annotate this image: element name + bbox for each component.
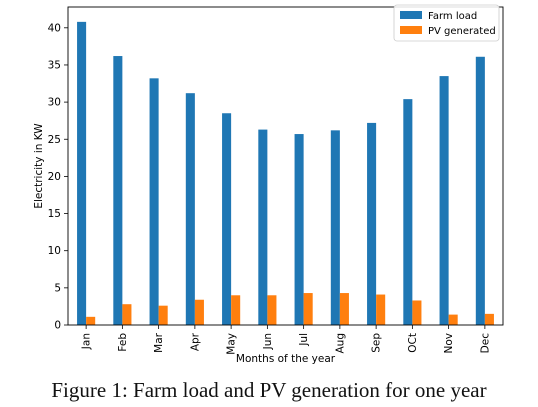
y-tick-label-35: 35 — [48, 59, 61, 71]
x-tick-label-jul: Jul — [298, 333, 310, 347]
bar-farm-load-jul — [294, 134, 304, 325]
y-tick-label-0: 0 — [54, 320, 61, 332]
bar-farm-load-oct — [403, 99, 413, 325]
x-tick-label-nov: Nov — [443, 333, 455, 354]
bar-pv-generated-oct — [412, 300, 422, 325]
legend-swatch-pv-generated — [400, 26, 422, 34]
y-tick-label-5: 5 — [54, 282, 61, 294]
bar-farm-load-sep — [367, 122, 377, 325]
x-tick-label-apr: Apr — [189, 332, 201, 351]
figure-caption: Figure 1: Farm load and PV generation fo… — [51, 378, 487, 402]
y-tick-label-15: 15 — [48, 208, 61, 220]
x-tick-label-sep: Sep — [371, 333, 383, 353]
legend-label-farm-load: Farm load — [428, 11, 477, 22]
bar-pv-generated-aug — [339, 293, 349, 325]
bar-pv-generated-apr — [194, 299, 204, 325]
plot-frame — [67, 6, 504, 326]
x-tick-label-dec: Dec — [479, 333, 491, 354]
bar-pv-generated-jun — [267, 295, 277, 325]
x-tick-label-oct: OCt — [407, 333, 419, 353]
bar-pv-generated-mar — [158, 305, 168, 325]
bar-pv-generated-sep — [376, 294, 386, 325]
x-tick-label-aug: Aug — [334, 333, 346, 354]
bar-pv-generated-nov — [448, 314, 458, 325]
bar-farm-load-feb — [113, 56, 123, 325]
bar-pv-generated-feb — [122, 304, 132, 325]
bar-farm-load-aug — [330, 130, 340, 325]
bar-pv-generated-jul — [303, 293, 313, 325]
y-axis-label: Electricity in KW — [33, 123, 45, 209]
y-tick-label-30: 30 — [48, 97, 61, 109]
x-tick-label-feb: Feb — [117, 333, 129, 352]
y-tick-label-20: 20 — [48, 171, 61, 183]
y-tick-label-10: 10 — [48, 245, 61, 257]
bar-farm-load-jun — [258, 129, 268, 325]
x-axis-label: Months of the year — [236, 353, 336, 365]
bar-pv-generated-may — [231, 295, 241, 325]
x-tick-label-jun: Jun — [262, 333, 274, 350]
y-tick-label-25: 25 — [48, 134, 61, 146]
legend-label-pv-generated: PV generated — [428, 26, 496, 37]
y-tick-label-40: 40 — [48, 22, 61, 34]
legend-swatch-farm-load — [400, 11, 422, 19]
x-tick-label-may: May — [226, 333, 238, 355]
bar-farm-load-nov — [439, 76, 449, 325]
bar-farm-load-apr — [185, 93, 195, 325]
bar-pv-generated-dec — [484, 313, 494, 325]
bar-farm-load-may — [222, 113, 232, 325]
bar-pv-generated-jan — [86, 316, 96, 325]
x-tick-label-jan: Jan — [81, 333, 93, 350]
x-tick-label-mar: Mar — [153, 332, 165, 352]
bar-farm-load-jan — [77, 21, 87, 326]
bar-farm-load-dec — [475, 56, 485, 325]
bar-farm-load-mar — [149, 78, 159, 325]
